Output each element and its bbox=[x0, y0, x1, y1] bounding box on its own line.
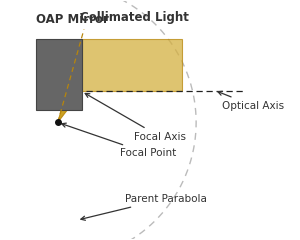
Polygon shape bbox=[58, 39, 82, 122]
Text: Parent Parabola: Parent Parabola bbox=[81, 194, 206, 220]
Polygon shape bbox=[36, 39, 82, 110]
Text: Focal Axis: Focal Axis bbox=[85, 93, 186, 142]
Text: Optical Axis: Optical Axis bbox=[218, 91, 284, 111]
Polygon shape bbox=[82, 39, 182, 91]
Text: Collimated Light: Collimated Light bbox=[80, 11, 188, 24]
Text: OAP Mirror: OAP Mirror bbox=[36, 13, 109, 26]
Text: Focal Point: Focal Point bbox=[62, 123, 176, 158]
